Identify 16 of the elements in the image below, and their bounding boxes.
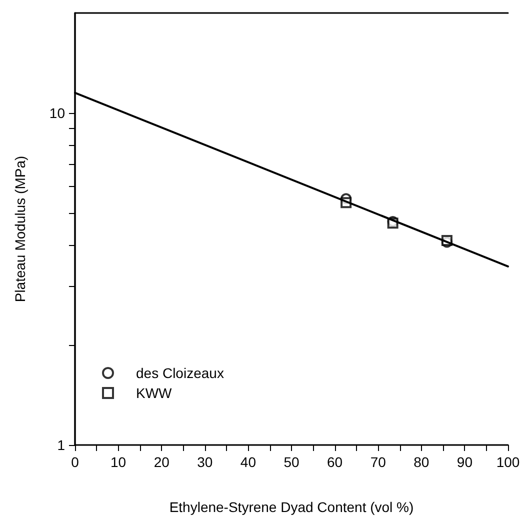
x-tick-label: 100 — [496, 454, 520, 470]
x-tick-label: 30 — [197, 454, 213, 470]
x-tick-label: 90 — [456, 454, 473, 470]
x-tick-label: 60 — [327, 454, 343, 470]
x-tick-label: 40 — [240, 454, 256, 470]
legend-label: KWW — [136, 385, 173, 401]
x-axis-title: Ethylene-Styrene Dyad Content (vol %) — [169, 499, 414, 515]
x-tick-label: 20 — [154, 454, 170, 470]
y-axis-title: Plateau Modulus (MPa) — [12, 156, 28, 302]
y-tick-label: 1 — [57, 437, 66, 453]
legend-label: des Cloizeaux — [136, 365, 224, 381]
x-tick-label: 80 — [414, 454, 430, 470]
x-tick-label: 0 — [71, 454, 80, 470]
x-tick-label: 10 — [110, 454, 126, 470]
x-tick-label: 50 — [284, 454, 300, 470]
x-tick-label: 70 — [370, 454, 386, 470]
